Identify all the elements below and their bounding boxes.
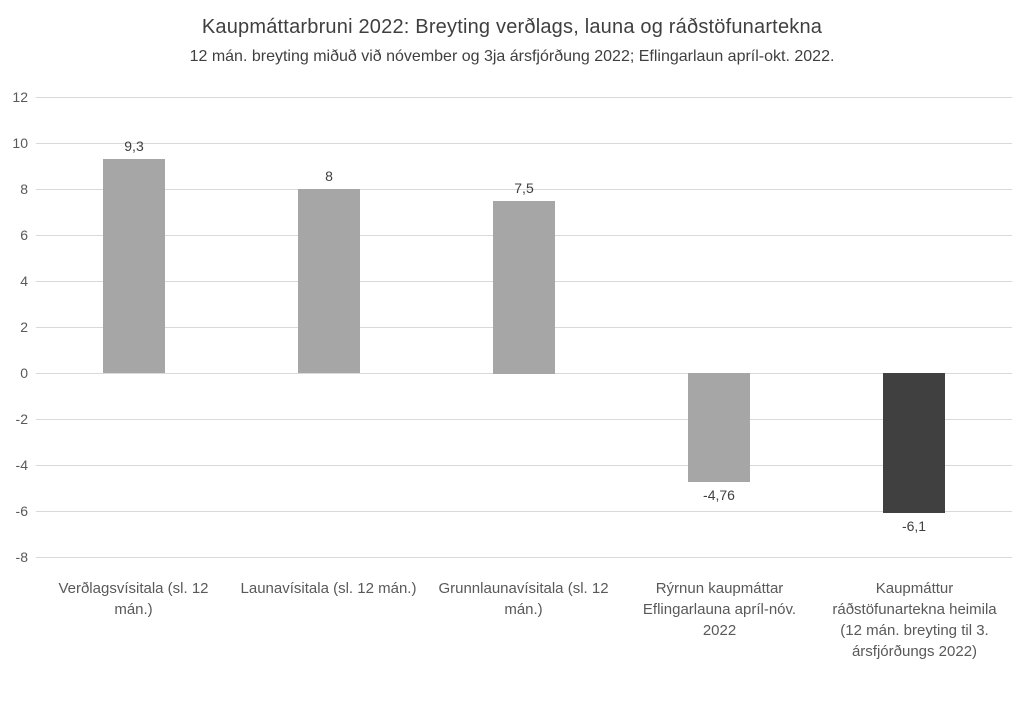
category-label-5: Kaupmáttur ráðstöfunartekna heimila (12 … (832, 580, 997, 660)
bar-1 (103, 159, 165, 373)
category-label-3: Grunnlaunavísitala (sl. 12 mán.) (438, 580, 609, 618)
y-tick-label: -4 (15, 457, 28, 473)
gridline (36, 419, 1012, 420)
chart-subtitle: 12 mán. breyting miðuð við nóvember og 3… (189, 48, 835, 65)
category-label-1: Verðlagsvísitala (sl. 12 mán.) (58, 580, 209, 618)
bar-2 (298, 189, 360, 373)
category-label-4: Rýrnun kaupmáttar Eflingarlauna apríl-nó… (642, 580, 797, 639)
y-tick-label: 4 (20, 273, 28, 289)
y-tick-label: 10 (12, 135, 28, 151)
y-tick-label: 2 (20, 319, 28, 335)
y-tick-label: 0 (20, 365, 28, 381)
value-label-3: 7,5 (514, 180, 534, 196)
bar-5 (883, 373, 945, 513)
y-tick-label: 8 (20, 181, 28, 197)
gridline (36, 465, 1012, 466)
category-label-2: Launavísitala (sl. 12 mán.) (240, 580, 417, 597)
value-label-4: -4,76 (703, 487, 735, 503)
bar-4 (688, 373, 750, 482)
value-label-1: 9,3 (124, 138, 144, 154)
value-label-5: -6,1 (901, 518, 927, 534)
y-tick-label: -8 (15, 549, 28, 565)
bar-3 (493, 201, 555, 374)
chart-title: Kaupmáttarbruni 2022: Breyting verðlags,… (201, 16, 823, 38)
gridline (36, 97, 1012, 98)
gridline (36, 143, 1012, 144)
y-tick-label: -2 (15, 411, 28, 427)
value-label-2: 8 (325, 168, 333, 184)
gridline (36, 189, 1012, 190)
y-tick-label: 12 (12, 89, 28, 105)
y-tick-label: 6 (20, 227, 28, 243)
gridline (36, 511, 1012, 512)
y-tick-label: -6 (15, 503, 28, 519)
gridline (36, 557, 1012, 558)
